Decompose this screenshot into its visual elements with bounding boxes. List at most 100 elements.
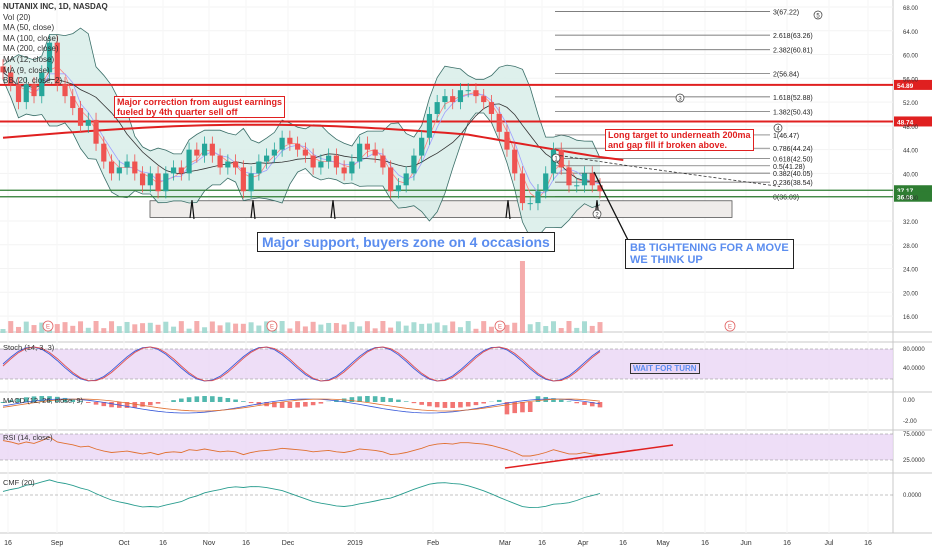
candle-body — [70, 96, 76, 109]
volume-bar — [147, 322, 153, 333]
candle-body — [543, 173, 549, 192]
time-tick-label: 2019 — [347, 540, 363, 547]
volume-bar — [543, 326, 549, 333]
volume-bar — [31, 325, 37, 333]
fib-label: 1.382(50.43) — [773, 109, 813, 116]
time-tick-label: Oct — [119, 540, 130, 547]
macd-histogram-bar — [427, 402, 432, 407]
candle-body — [178, 167, 184, 174]
volume-bar — [388, 327, 394, 333]
candle-body — [326, 155, 332, 162]
volume-bar — [535, 322, 541, 333]
candle-body — [465, 90, 471, 92]
wave-label: 5 — [816, 14, 820, 20]
volume-bar — [295, 321, 301, 333]
time-tick-label: 16 — [864, 540, 872, 547]
candle-body — [457, 90, 464, 103]
macd-histogram-bar — [248, 402, 254, 404]
stoch-tick: 80.0000 — [903, 347, 925, 353]
macd-histogram-bar — [279, 402, 285, 408]
earnings-marker-label: E — [728, 325, 732, 331]
volume-bar — [349, 321, 355, 333]
support-arrow — [189, 200, 195, 220]
long-target-line-2: and gap fill if broken above. — [608, 140, 728, 150]
candle-body — [147, 173, 153, 186]
time-tick-label: Feb — [427, 540, 439, 547]
volume-bars — [0, 261, 603, 333]
macd-histogram-bar — [124, 402, 130, 408]
candle-body — [170, 167, 177, 174]
candle-body — [85, 119, 91, 126]
fib-label: 1(46.47) — [773, 133, 799, 140]
correction-line-2: fueled by 4th quarter sell off — [117, 107, 238, 117]
long-target-line-1: Long target to underneath 200ma — [608, 130, 751, 140]
volume-bar — [558, 328, 564, 333]
macd-histogram-bar — [403, 401, 409, 402]
candle-body — [54, 42, 60, 85]
cmf-tick: 0.0000 — [903, 493, 922, 499]
macd-histogram-bar — [101, 402, 107, 407]
fib-label: 3(67.22) — [773, 10, 799, 17]
macd-histogram-bar — [272, 402, 277, 408]
macd-histogram-bar — [23, 397, 29, 402]
volume-bar — [23, 321, 29, 333]
time-tick-label: 16 — [159, 540, 167, 547]
volume-bar — [8, 321, 14, 333]
macd-histogram-bar — [411, 402, 417, 404]
support-annotation: Major support, buyers zone on 4 occasion… — [257, 232, 555, 252]
level-badge — [894, 185, 932, 196]
wave-label: 3 — [678, 97, 682, 103]
volume-bar — [155, 324, 161, 333]
candle-body — [372, 149, 378, 156]
macd-histogram-bar — [388, 398, 393, 402]
bb-pointer-arrow — [593, 171, 629, 241]
candle-body — [589, 173, 595, 186]
volume-bar — [488, 326, 494, 333]
volume-bar — [550, 321, 556, 333]
axes: 68.0064.0060.0056.0052.0048.0044.0040.00… — [4, 6, 925, 547]
wave-label: 4 — [776, 127, 780, 133]
candle-body — [341, 167, 347, 174]
volume-bar — [62, 322, 68, 333]
triangle-top — [559, 155, 781, 187]
fib-label: 0.786(44.24) — [773, 146, 813, 153]
volume-bar — [54, 324, 60, 333]
time-tick-label: Jul — [825, 540, 834, 547]
macd-histogram-bar — [582, 402, 587, 405]
legend-ma100: MA (100, close) — [3, 33, 59, 43]
macd-histogram-bar — [558, 399, 564, 402]
volume-bar — [519, 261, 525, 333]
volume-bar — [264, 321, 270, 333]
support-arrow — [505, 200, 511, 220]
candle-body — [248, 173, 254, 192]
price-tick-label: 28.00 — [903, 244, 919, 250]
candle-body — [139, 173, 146, 186]
wave-marker — [551, 153, 561, 163]
candle-body — [481, 96, 487, 103]
stoch-band — [0, 349, 893, 379]
price-tick-label: 40.00 — [903, 172, 919, 178]
volume-bar — [163, 321, 169, 333]
volume-bar — [85, 327, 91, 333]
candle-body — [240, 167, 246, 192]
volume-bar — [589, 325, 595, 333]
candle-body — [217, 155, 223, 168]
macd-histogram-bar — [241, 401, 246, 402]
candle-body — [434, 102, 440, 114]
candle-body — [566, 167, 572, 186]
candle-body — [310, 155, 316, 168]
fib-label: 2.382(60.81) — [773, 48, 813, 55]
bb-line-2: WE THINK UP — [630, 254, 703, 266]
ma12-line — [2, 72, 601, 194]
fib-label: 2.618(63.26) — [773, 33, 813, 40]
candle-body — [504, 131, 510, 150]
candle-body — [333, 155, 339, 168]
volume-bar — [109, 321, 115, 333]
candle-body — [512, 149, 518, 174]
rsi-label: RSI (14, close) — [3, 433, 53, 442]
macd-histogram-bar — [132, 402, 138, 408]
candle-body — [279, 137, 285, 150]
fib-label: 0(36.09) — [773, 195, 799, 202]
rsi-band — [0, 434, 893, 460]
